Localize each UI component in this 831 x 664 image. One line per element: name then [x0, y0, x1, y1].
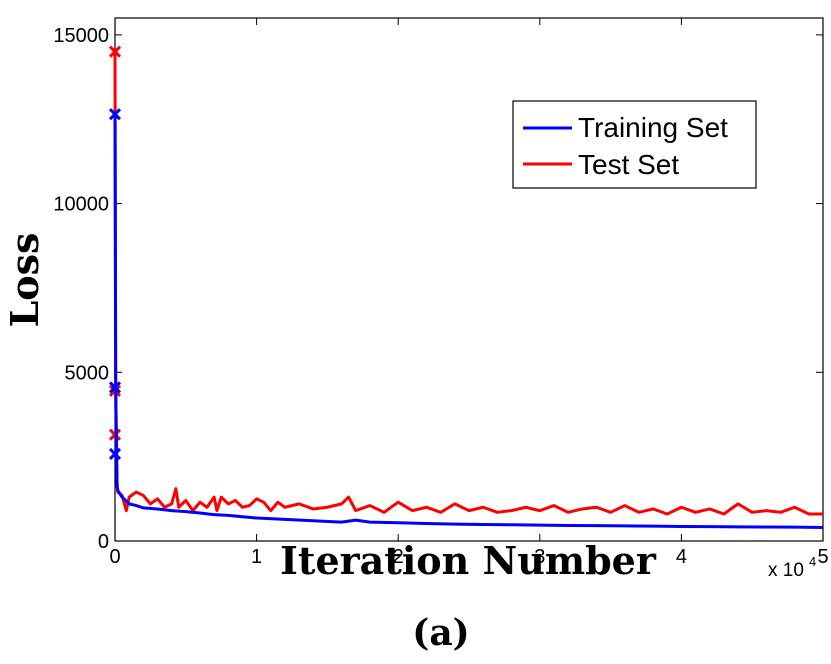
y-tick-label-2: 10000 [53, 194, 109, 216]
y-tick-label-0: 0 [98, 531, 109, 553]
x-tick-label-3: 3 [534, 546, 545, 568]
x-tick-label-4: 4 [676, 546, 687, 568]
legend-label-test: Test Set [578, 149, 679, 180]
x-tick-label-1: 1 [251, 546, 262, 568]
legend: Training Set Test Set [512, 100, 757, 189]
x-tick-label-5: 5 [817, 546, 828, 568]
series-line-training [113, 114, 824, 529]
x-axis-title: Iteration Number [280, 538, 657, 583]
x-multiplier-exponent: 4 [809, 554, 816, 569]
x-tick-label-2: 2 [393, 546, 404, 568]
plot-area [114, 17, 824, 542]
series-layer [108, 45, 824, 529]
y-axis-title: Loss [2, 233, 47, 328]
legend-label-training: Training Set [578, 112, 728, 143]
marker-training-2 [108, 447, 122, 461]
x-multiplier-label: x 10 [768, 560, 804, 581]
y-tick-label-3: 15000 [53, 25, 109, 47]
x-tick-label-0: 0 [109, 546, 120, 568]
y-tick-label-1: 5000 [65, 362, 110, 384]
figure-caption: (a) [412, 612, 469, 654]
legend-box [512, 100, 757, 189]
marker-training-0 [108, 108, 122, 121]
marker-test-0 [108, 45, 122, 58]
marker-training-1 [108, 381, 122, 394]
series-line-test [113, 51, 823, 516]
axis-ticks [114, 18, 824, 542]
